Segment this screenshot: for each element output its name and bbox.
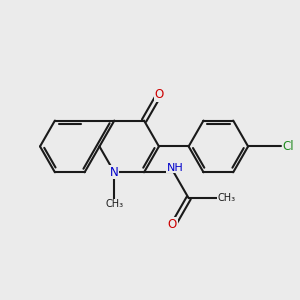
Text: CH₃: CH₃ xyxy=(105,200,123,209)
Text: O: O xyxy=(168,218,177,230)
Text: CH₃: CH₃ xyxy=(218,193,236,203)
Text: NH: NH xyxy=(167,163,184,173)
Text: Cl: Cl xyxy=(282,140,294,153)
Text: N: N xyxy=(110,166,119,179)
Text: O: O xyxy=(154,88,164,101)
